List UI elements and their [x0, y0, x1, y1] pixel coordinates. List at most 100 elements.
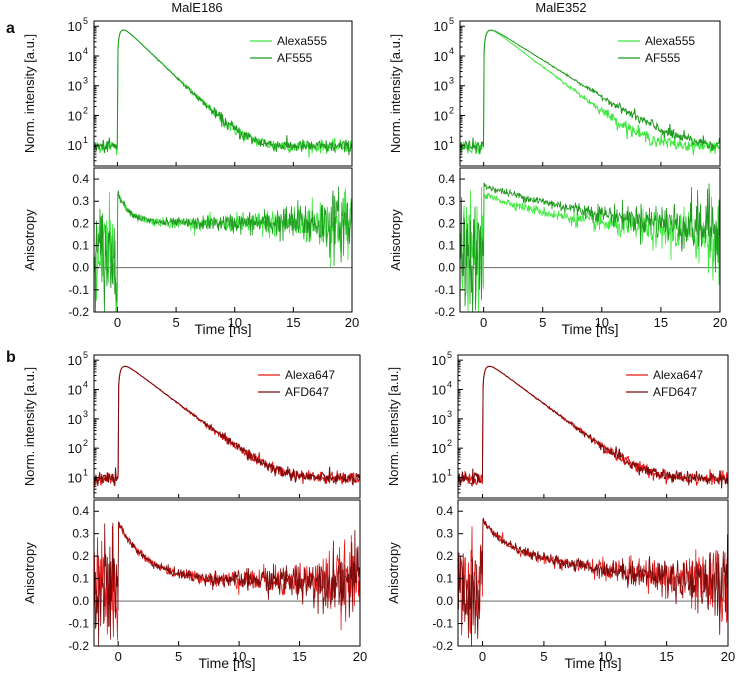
legend-label-AFD647: AFD647: [653, 385, 697, 399]
legend-label-Alexa555: Alexa555: [645, 34, 695, 48]
y-tick-label-bottom: 0.3: [436, 527, 453, 541]
x-axis-label: Time [ns]: [198, 655, 255, 671]
anisotropy-frame: [93, 499, 361, 647]
y-tick-label-bottom: 0.0: [438, 261, 455, 275]
legend-label-AFD647: AFD647: [285, 385, 329, 399]
anisotropy-frame: [93, 167, 353, 313]
x-tick-label: 15: [286, 315, 300, 330]
y-tick-label-top: 10: [68, 138, 82, 153]
x-axis-label: Time [ns]: [561, 321, 618, 337]
anisotropy-line-Alexa555: [93, 188, 353, 313]
y-tick-label-bottom: -0.1: [432, 617, 453, 631]
anisotropy-frame: [459, 167, 721, 313]
y-tick-label-exponent: 2: [447, 438, 452, 448]
legend-label-AF555: AF555: [277, 51, 313, 65]
y-tick-label-bottom: 0.2: [72, 549, 89, 563]
intensity-line-AFD647: [457, 365, 729, 489]
panel-label-a: a: [6, 20, 15, 37]
anisotropy-ylabel: Anisotropy: [22, 542, 37, 604]
y-tick-label-top: 10: [68, 470, 82, 485]
x-axis-label: Time [ns]: [564, 655, 621, 671]
intensity-line-AF555: [459, 29, 721, 155]
y-tick-label-top: 10: [68, 108, 82, 123]
y-tick-label-bottom: 0.0: [72, 261, 89, 275]
legend-label-Alexa647: Alexa647: [653, 368, 703, 382]
y-tick-label-exponent: 1: [447, 467, 452, 477]
y-tick-label-top: 10: [434, 79, 448, 94]
y-tick-label-bottom: -0.2: [68, 639, 89, 653]
x-tick-label: 15: [659, 649, 673, 664]
intensity-frame: [457, 354, 729, 499]
x-tick-label: 0: [479, 649, 486, 664]
y-tick-label-top: 10: [432, 382, 446, 397]
y-tick-label-top: 10: [68, 49, 82, 64]
x-tick-label: 20: [713, 315, 727, 330]
x-tick-label: 5: [539, 315, 546, 330]
intensity-line-AF555: [93, 29, 353, 156]
y-tick-label-bottom: 0.2: [72, 216, 89, 230]
anisotropy-line-AFD647: [93, 520, 361, 647]
legend-label-Alexa555: Alexa555: [277, 34, 327, 48]
y-tick-label-bottom: 0.2: [436, 549, 453, 563]
column-title-left: MalE186: [171, 0, 222, 15]
y-tick-label-exponent: 1: [83, 467, 88, 477]
y-tick-label-exponent: 2: [449, 105, 454, 115]
x-tick-label: 20: [345, 315, 359, 330]
y-tick-label-top: 10: [434, 138, 448, 153]
y-tick-label-exponent: 4: [447, 379, 452, 389]
y-tick-label-bottom: 0.1: [438, 239, 455, 253]
x-tick-label: 10: [595, 315, 609, 330]
y-tick-label-bottom: 0.4: [72, 172, 89, 186]
anisotropy-line-Alexa647: [457, 517, 729, 636]
x-tick-label: 0: [115, 649, 122, 664]
y-tick-label-exponent: 2: [83, 438, 88, 448]
anisotropy-ylabel: Anisotropy: [22, 209, 37, 271]
intensity-ylabel: Norm. intensity [a.u.]: [22, 34, 37, 153]
y-tick-label-bottom: -0.2: [432, 639, 453, 653]
intensity-ylabel: Norm. intensity [a.u.]: [22, 367, 37, 486]
x-tick-label: 10: [227, 315, 241, 330]
x-tick-label: 5: [175, 649, 182, 664]
y-tick-label-bottom: 0.0: [72, 594, 89, 608]
anisotropy-ylabel: Anisotropy: [386, 542, 401, 604]
column-title-right: MalE352: [535, 0, 586, 15]
y-tick-label-exponent: 5: [447, 350, 452, 360]
x-tick-label: 5: [172, 315, 179, 330]
x-tick-label: 5: [540, 649, 547, 664]
y-tick-label-exponent: 3: [447, 409, 452, 419]
y-tick-label-bottom: -0.2: [68, 305, 89, 319]
y-tick-label-exponent: 1: [83, 135, 88, 145]
y-tick-label-exponent: 4: [83, 379, 88, 389]
y-tick-label-top: 10: [434, 108, 448, 123]
intensity-line-Alexa555: [93, 29, 353, 158]
y-tick-label-bottom: 0.0: [436, 594, 453, 608]
y-tick-label-top: 10: [432, 353, 446, 368]
y-tick-label-bottom: 0.3: [72, 527, 89, 541]
y-tick-label-bottom: 0.4: [72, 504, 89, 518]
y-tick-label-top: 10: [68, 353, 82, 368]
intensity-ylabel: Norm. intensity [a.u.]: [388, 34, 403, 153]
anisotropy-line-Alexa555: [459, 187, 721, 313]
y-tick-label-top: 10: [68, 19, 82, 34]
x-tick-label: 10: [598, 649, 612, 664]
y-tick-label-exponent: 5: [83, 16, 88, 26]
y-tick-label-exponent: 4: [83, 46, 88, 56]
y-tick-label-bottom: -0.1: [68, 617, 89, 631]
y-tick-label-top: 10: [68, 79, 82, 94]
y-tick-label-top: 10: [432, 470, 446, 485]
x-tick-label: 0: [480, 315, 487, 330]
y-tick-label-top: 10: [68, 382, 82, 397]
x-tick-label: 15: [292, 649, 306, 664]
y-tick-label-bottom: -0.2: [434, 305, 455, 319]
y-tick-label-exponent: 5: [449, 16, 454, 26]
x-tick-label: 0: [114, 315, 121, 330]
x-tick-label: 20: [721, 649, 735, 664]
intensity-ylabel: Norm. intensity [a.u.]: [386, 367, 401, 486]
y-tick-label-bottom: -0.1: [434, 283, 455, 297]
y-tick-label-exponent: 4: [449, 46, 454, 56]
intensity-frame: [93, 354, 361, 499]
intensity-frame: [93, 20, 353, 167]
